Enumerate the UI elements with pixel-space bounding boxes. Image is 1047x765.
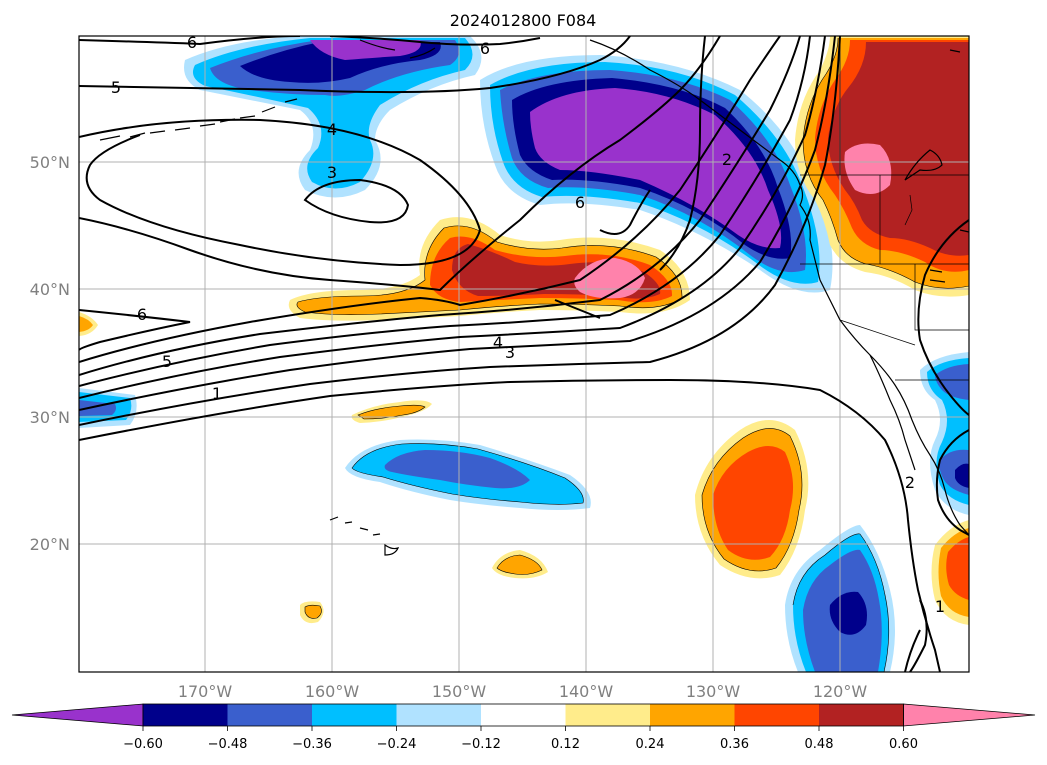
lon-label: 120°W <box>813 682 868 701</box>
colorbar-tick-label: −0.60 <box>123 737 163 752</box>
lat-label: 40°N <box>30 280 70 299</box>
political-borders <box>800 36 969 381</box>
colorbar-segment <box>312 704 397 726</box>
coastlines <box>99 39 969 556</box>
negative-anomaly-mexico-coast <box>920 352 969 515</box>
contour-label: 1 <box>935 597 945 616</box>
colorbar-segment <box>396 704 482 726</box>
colorbar-segment <box>565 704 651 726</box>
map-title: 2024012800 F084 <box>450 11 597 30</box>
contour-label: 5 <box>111 78 121 97</box>
colorbar-extend-right <box>903 703 1036 727</box>
colorbar-tick-label: 0.60 <box>889 737 918 752</box>
latitude-labels: 50°N 40°N 30°N 20°N <box>30 153 70 554</box>
lon-label: 150°W <box>432 682 487 701</box>
colorbar-segment <box>227 704 313 726</box>
colorbar-extend-left <box>11 703 144 727</box>
contour-label: 2 <box>722 150 732 169</box>
contour-label: 2 <box>905 473 915 492</box>
height-contours <box>79 36 969 672</box>
contour-label: 6 <box>137 305 147 324</box>
contour-label: 6 <box>575 193 585 212</box>
positive-anomaly-small-patches <box>79 312 548 624</box>
plot-frame <box>78 35 970 673</box>
lon-label: 130°W <box>686 682 741 701</box>
colorbar-tick-label: −0.36 <box>292 737 332 752</box>
colorbar-tick-label: 0.36 <box>720 737 749 752</box>
colorbar-frame <box>142 703 904 727</box>
negative-anomaly-subtropical <box>345 439 591 510</box>
plot-area: 6 6 5 4 3 6 6 5 1 4 3 2 2 1 <box>79 33 969 672</box>
colorbar-segment <box>819 704 904 726</box>
contour-label: 1 <box>212 384 222 403</box>
lat-label: 30°N <box>30 408 70 427</box>
lon-label: 140°W <box>559 682 614 701</box>
colorbar-segment <box>481 704 566 726</box>
colorbar-tick-label: 0.48 <box>805 737 834 752</box>
negative-anomaly-west-edge <box>79 388 137 428</box>
anomaly-outline-contours <box>296 37 969 672</box>
contour-label: 6 <box>187 33 197 52</box>
contour-label: 5 <box>162 352 172 371</box>
lon-label: 160°W <box>305 682 360 701</box>
positive-anomaly-east-pacific <box>695 420 809 579</box>
positive-anomaly-southeast-corner <box>931 520 969 625</box>
contour-label: 3 <box>327 163 337 182</box>
lon-label: 170°W <box>178 682 233 701</box>
contour-label: 6 <box>480 39 490 58</box>
lat-label: 20°N <box>30 535 70 554</box>
colorbar-tick-label: −0.12 <box>461 737 501 752</box>
colorbar-tick-label: −0.24 <box>377 737 417 752</box>
negative-anomaly-north-pacific <box>184 36 482 198</box>
contour-label: 4 <box>327 120 337 139</box>
contour-label: 3 <box>505 343 515 362</box>
contour-label: 4 <box>493 333 503 352</box>
colorbar-tick-label: 0.24 <box>636 737 665 752</box>
colorbar-tick-label: 0.12 <box>551 737 580 752</box>
colorbar-segment <box>734 704 820 726</box>
colorbar-segment <box>650 704 735 726</box>
lat-label: 50°N <box>30 153 70 172</box>
positive-anomaly-pacific-northwest <box>795 36 969 297</box>
colorbar-tick-label: −0.48 <box>208 737 248 752</box>
colorbar: −0.60 −0.48 −0.36 −0.24 −0.12 0.12 0.24 0.36 0.4… <box>11 703 1036 752</box>
contour-labels: 6 6 5 4 3 6 6 5 1 4 3 2 2 1 <box>111 33 945 616</box>
colorbar-segment <box>143 704 228 726</box>
longitude-labels: 170°W 160°W 150°W 140°W 130°W 120°W <box>178 682 868 701</box>
